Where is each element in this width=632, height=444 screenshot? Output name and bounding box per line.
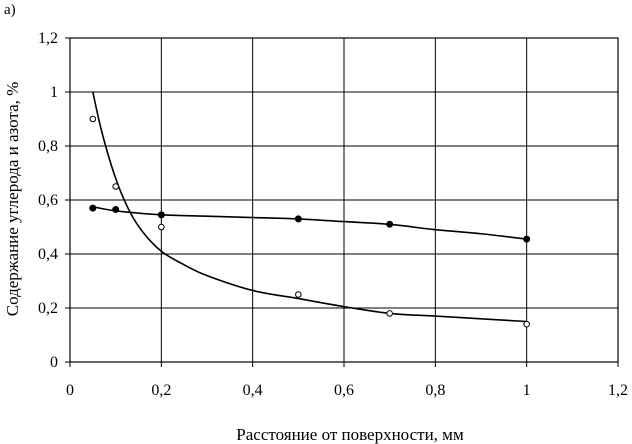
y-tick-labels: 0 0,2 0,4 0,6 0,8 1 1,2 (38, 30, 58, 371)
axes (65, 37, 619, 367)
y-axis-label: Содержание углерода и азота, % (3, 82, 22, 317)
y-tick-label: 0,4 (38, 246, 58, 263)
series-1-point (294, 215, 302, 223)
y-tick-label: 1 (50, 84, 58, 101)
x-tick-label: 0,6 (334, 382, 354, 399)
x-tick-label: 1 (523, 382, 531, 399)
y-tick-label: 0,6 (38, 192, 58, 209)
series-2-point (158, 223, 165, 231)
x-tick-label: 0,2 (151, 382, 171, 399)
x-tick-labels: 0 0,2 0,4 0,6 0,8 1 1,2 (66, 382, 628, 399)
series-2-trend-line (92, 91, 527, 323)
y-tick-label: 1,2 (38, 30, 58, 47)
x-axis-label: Расстояние от поверхности, мм (236, 425, 464, 444)
series-2-point (295, 291, 302, 298)
series-1-point (89, 204, 97, 212)
series-2 (89, 91, 530, 328)
series-1-point (157, 211, 165, 219)
series-2-point (89, 115, 97, 123)
x-tick-label: 0,4 (243, 382, 263, 399)
series-1-point (386, 220, 394, 228)
grid (70, 38, 618, 362)
panel-label: а) (4, 2, 16, 18)
y-tick-label: 0,2 (38, 300, 58, 317)
y-tick-label: 0,8 (38, 138, 58, 155)
y-tick-label: 0 (50, 354, 58, 371)
series-1-point (523, 235, 531, 243)
series-2-point (112, 183, 119, 190)
series-1-trend-line (92, 205, 527, 240)
x-tick-label: 0,8 (425, 382, 445, 399)
x-tick-label: 0 (66, 382, 74, 399)
series-2-point (386, 310, 393, 317)
series-1 (89, 204, 531, 243)
x-tick-label: 1,2 (608, 382, 628, 399)
series-2-point (523, 320, 530, 328)
series-layer (89, 91, 531, 328)
series-1-point (112, 205, 120, 213)
